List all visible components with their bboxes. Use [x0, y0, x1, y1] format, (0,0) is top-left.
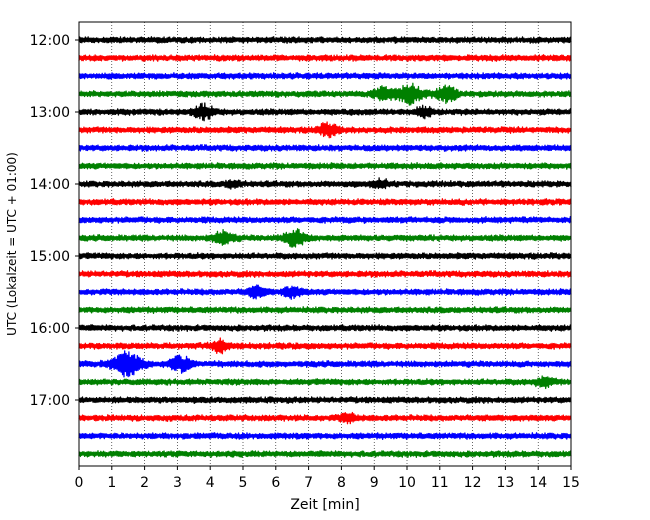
x-tick-label: 8 [337, 475, 346, 491]
trace-1315 [78, 121, 572, 139]
x-tick-label: 1 [107, 475, 116, 491]
y-tick-label: 14:00 [30, 177, 70, 193]
trace-1430 [78, 215, 572, 224]
trace-1230 [78, 72, 572, 80]
x-tick-label: 14 [529, 475, 547, 491]
trace-1630 [78, 350, 572, 378]
seismogram-traces [78, 36, 572, 458]
trace-1400 [78, 177, 572, 190]
trace-1600 [78, 324, 572, 332]
x-tick-label: 5 [239, 475, 248, 491]
x-grid [111, 22, 539, 466]
x-tick-label: 10 [398, 475, 416, 491]
x-tick-label: 12 [464, 475, 482, 491]
x-tick-label: 2 [140, 475, 149, 491]
trace-1415 [78, 198, 572, 206]
trace-1215 [78, 54, 572, 62]
y-axis-ticks: 12:00 13:00 14:00 15:00 16:00 17:00 [30, 33, 79, 409]
trace-1330 [78, 144, 572, 152]
trace-1245 [78, 82, 572, 106]
trace-1515 [78, 270, 572, 279]
x-tick-label: 11 [431, 475, 449, 491]
trace-1645 [78, 375, 572, 390]
trace-1445 [78, 228, 572, 248]
trace-1200 [78, 36, 572, 44]
trace-1715 [78, 411, 572, 425]
trace-1545 [78, 306, 572, 315]
trace-1530 [78, 284, 572, 300]
y-tick-label: 15:00 [30, 249, 70, 265]
trace-1615 [78, 337, 572, 355]
x-tick-label: 15 [562, 475, 580, 491]
x-tick-label: 4 [206, 475, 215, 491]
trace-1345 [78, 161, 572, 170]
plot-frame [78, 21, 572, 467]
x-tick-label: 6 [271, 475, 280, 491]
x-tick-label: 0 [75, 475, 84, 491]
x-axis-label: Zeit [min] [290, 497, 359, 513]
y-tick-label: 17:00 [30, 393, 70, 409]
x-axis-ticks: 0 1 2 3 4 5 6 7 8 9 10 11 12 13 14 15 [75, 466, 580, 491]
y-tick-label: 12:00 [30, 33, 70, 49]
y-tick-label: 13:00 [30, 105, 70, 121]
trace-1700 [78, 396, 572, 405]
x-tick-label: 9 [370, 475, 379, 491]
trace-1500 [78, 251, 572, 260]
y-axis-label: UTC (Lokalzeit = UTC + 01:00) [5, 152, 19, 336]
x-tick-label: 7 [304, 475, 313, 491]
trace-1745 [78, 450, 572, 458]
x-tick-label: 13 [496, 475, 514, 491]
trace-1730 [78, 432, 572, 441]
x-tick-label: 3 [173, 475, 182, 491]
y-tick-label: 16:00 [30, 321, 70, 337]
trace-1300 [78, 102, 572, 122]
